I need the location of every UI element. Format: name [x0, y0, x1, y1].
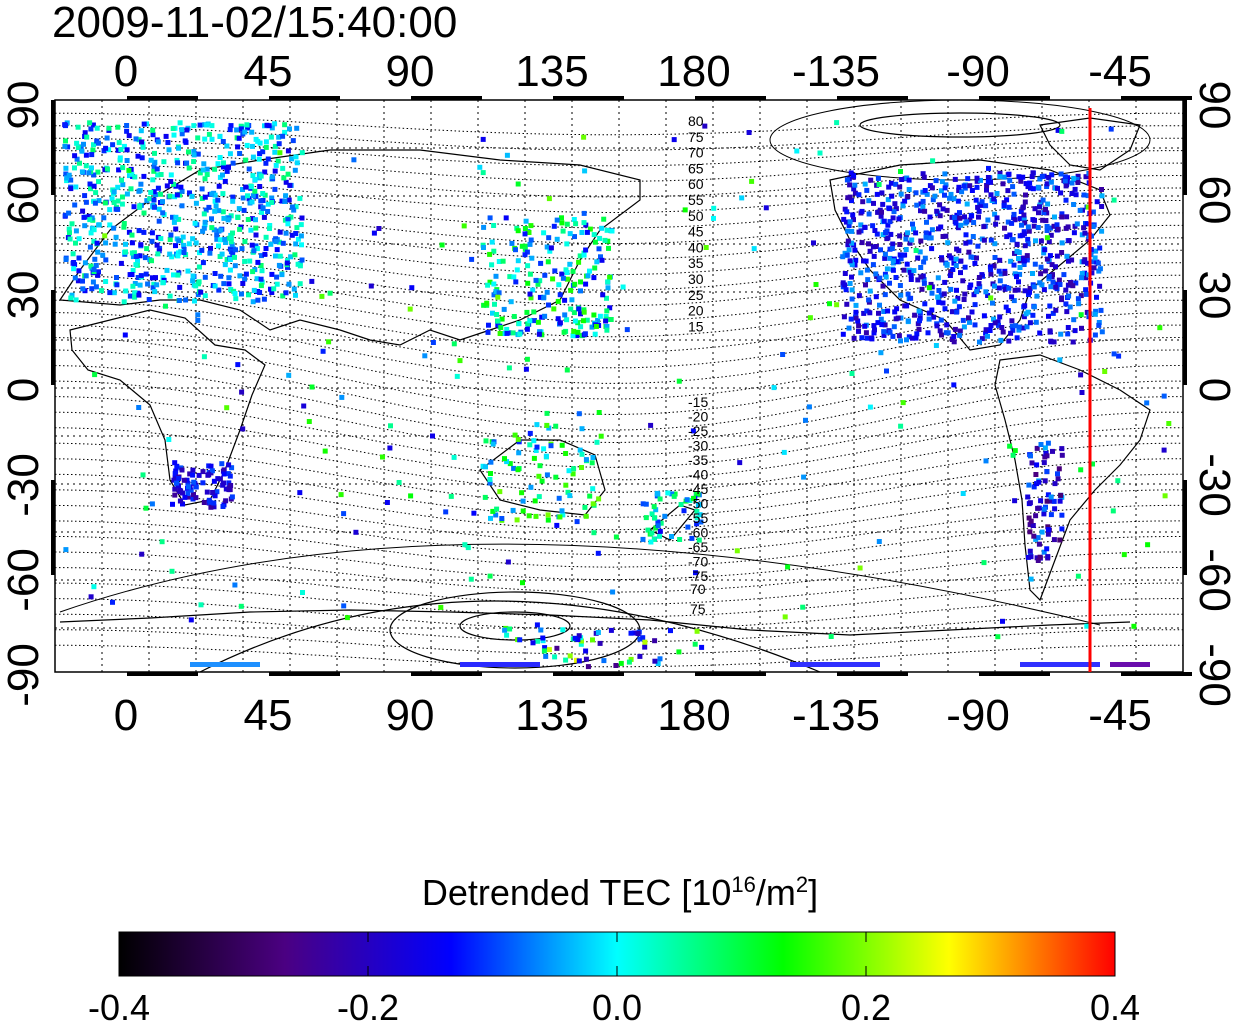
contour-label: -35: [688, 452, 708, 468]
top-lon-label: -90: [946, 47, 1010, 96]
top-lon-label: 135: [515, 47, 588, 96]
right-lat-label: -90: [1190, 643, 1239, 707]
left-lat-label: 90: [0, 81, 48, 130]
contour-label: 75: [690, 601, 706, 617]
top-lon-label: 180: [657, 47, 730, 96]
contour-label: 45: [688, 224, 704, 240]
contour-label: -65: [688, 539, 708, 555]
left-lat-label: -60: [0, 548, 48, 612]
contour-label: 80: [688, 113, 704, 129]
contour-label: 55: [688, 192, 704, 208]
right-lat-label: 90: [1190, 81, 1239, 130]
bottom-lon-label: -135: [792, 691, 880, 740]
contour-label: 25: [688, 287, 704, 303]
contour-label: -60: [688, 525, 708, 541]
colorbar-tick-label: 0.0: [592, 987, 642, 1024]
right-lat-label: 0: [1190, 378, 1239, 402]
top-lon-label: 90: [386, 47, 435, 96]
left-lat-label: 30: [0, 271, 48, 320]
contour-label: -25: [688, 423, 708, 439]
top-lon-label: -135: [792, 47, 880, 96]
colorbar-tick-label: -0.2: [337, 987, 399, 1024]
left-lat-label: 60: [0, 176, 48, 225]
bottom-lon-label: 45: [244, 691, 293, 740]
colorbar-tick-label: 0.4: [1090, 987, 1140, 1024]
colorbar: -0.4 -0.2 0.0 0.2 0.4: [88, 931, 1140, 1024]
contour-label: -55: [688, 510, 708, 526]
contour-label: 75: [688, 129, 704, 145]
right-lat-label: -60: [1190, 548, 1239, 612]
contour-label: -70: [688, 554, 708, 570]
top-lon-label: -45: [1088, 47, 1152, 96]
top-lon-label: 0: [114, 47, 138, 96]
colorbar-title: Detrended TEC [1016/m2]: [421, 872, 819, 913]
contour-label: -45: [688, 481, 708, 497]
bottom-lon-label: -90: [946, 691, 1010, 740]
right-lat-label: 30: [1190, 271, 1239, 320]
top-lon-label: 45: [244, 47, 293, 96]
right-lat-label: 60: [1190, 176, 1239, 225]
contour-label: -40: [688, 467, 708, 483]
contour-label: -75: [688, 568, 708, 584]
right-lat-label: -30: [1190, 453, 1239, 517]
bottom-lon-label: 0: [114, 691, 138, 740]
contour-label: 30: [688, 271, 704, 287]
left-lat-label: 0: [0, 378, 48, 402]
contour-label: 70: [688, 145, 704, 161]
bottom-lon-label: 135: [515, 691, 588, 740]
contour-label: -30: [688, 438, 708, 454]
contour-label: 65: [688, 160, 704, 176]
colorbar-tick-label: -0.4: [88, 987, 150, 1024]
bottom-lon-label: 180: [657, 691, 730, 740]
contour-label: -20: [688, 409, 708, 425]
contour-label: 35: [688, 255, 704, 271]
contour-label: 50: [688, 208, 704, 224]
contour-label: 20: [688, 303, 704, 319]
left-lat-label: -90: [0, 643, 48, 707]
tec-observations: [62, 120, 1172, 670]
contour-label: 70: [690, 581, 706, 597]
contour-label: -15: [688, 394, 708, 410]
contour-label: -50: [688, 496, 708, 512]
bottom-lon-label: -45: [1088, 691, 1152, 740]
left-lat-label: -30: [0, 453, 48, 517]
bottom-lon-label: 90: [386, 691, 435, 740]
contour-label: 40: [688, 239, 704, 255]
contour-label: 15: [688, 318, 704, 334]
colorbar-tick-label: 0.2: [841, 987, 891, 1024]
contour-label: 60: [688, 176, 704, 192]
timestamp-title: 2009-11-02/15:40:00: [52, 0, 458, 47]
